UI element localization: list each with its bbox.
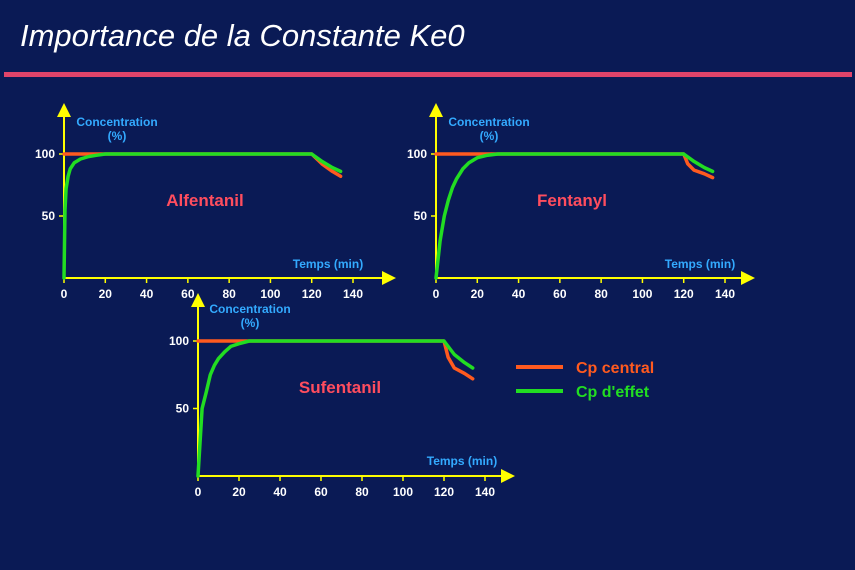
- y-axis-unit: (%): [480, 129, 499, 143]
- y-tick-label: 100: [407, 147, 427, 161]
- series-line-effect: [62, 152, 343, 280]
- chart-sufentanil: 0 20 40 60 80 100 120 140 50 100 Concentration(%) T…: [169, 293, 515, 499]
- x-tick-label: 0: [195, 485, 202, 499]
- x-tick-label: 100: [393, 485, 413, 499]
- y-axis-label: Concentration: [448, 115, 529, 129]
- x-axis-label: Temps (min): [427, 454, 497, 468]
- y-tick-label: 100: [169, 334, 189, 348]
- x-tick-label: 0: [433, 287, 440, 301]
- x-tick-label: 100: [632, 287, 652, 301]
- drug-label: Fentanyl: [537, 191, 607, 210]
- x-tick-label: 80: [222, 287, 236, 301]
- y-axis-label: Concentration: [76, 115, 157, 129]
- x-tick-label: 140: [343, 287, 363, 301]
- legend-label: Cp central: [576, 360, 654, 377]
- x-tick-label: 100: [260, 287, 280, 301]
- y-tick-label: 100: [35, 147, 55, 161]
- y-axis-unit: (%): [108, 129, 127, 143]
- y-tick-label: 50: [176, 402, 190, 416]
- y-tick-label: 50: [414, 209, 428, 223]
- charts-group: 0 20 40 60 80 100 120 14050100Concentration(%)T…: [35, 103, 755, 499]
- drug-label: Alfentanil: [166, 191, 243, 210]
- x-tick-label: 40: [273, 485, 287, 499]
- series-line-central: [62, 152, 343, 179]
- x-tick-label: 0: [61, 287, 68, 301]
- x-tick-label: 20: [471, 287, 485, 301]
- x-tick-label: 20: [99, 287, 113, 301]
- x-tick-label: 60: [314, 485, 328, 499]
- chart-alfentanil: 0 20 40 60 80 100 120 140 50 100 Concentration(%) T…: [35, 103, 396, 301]
- slide-title: Importance de la Constante Ke0: [20, 18, 465, 53]
- drug-label: Sufentanil: [299, 378, 381, 397]
- x-tick-label: 60: [181, 287, 195, 301]
- x-tick-label: 80: [355, 485, 369, 499]
- series-line-central: [196, 339, 475, 381]
- x-tick-label: 60: [553, 287, 567, 301]
- legend: Cp central Cp d'effet: [516, 360, 654, 401]
- x-tick-label: 140: [715, 287, 735, 301]
- chart-fentanyl: 0 20 40 60 80 100 120 140 50 100 Concentration(%) T…: [407, 103, 755, 301]
- y-tick-label: 50: [42, 209, 56, 223]
- x-tick-label: 80: [594, 287, 608, 301]
- x-axis-label: Temps (min): [665, 257, 735, 271]
- y-axis-label: Concentration: [209, 302, 290, 316]
- legend-label: Cp d'effet: [576, 384, 650, 401]
- x-tick-label: 140: [475, 485, 495, 499]
- x-axis-label: Temps (min): [293, 257, 363, 271]
- x-tick-label: 120: [302, 287, 322, 301]
- x-tick-label: 120: [434, 485, 454, 499]
- x-tick-label: 120: [674, 287, 694, 301]
- x-tick-label: 40: [512, 287, 526, 301]
- series-line-effect: [434, 152, 715, 280]
- series-line-effect: [196, 339, 475, 478]
- x-tick-label: 20: [232, 485, 246, 499]
- x-tick-label: 40: [140, 287, 154, 301]
- y-axis-unit: (%): [241, 316, 260, 330]
- title-rule: [4, 72, 852, 77]
